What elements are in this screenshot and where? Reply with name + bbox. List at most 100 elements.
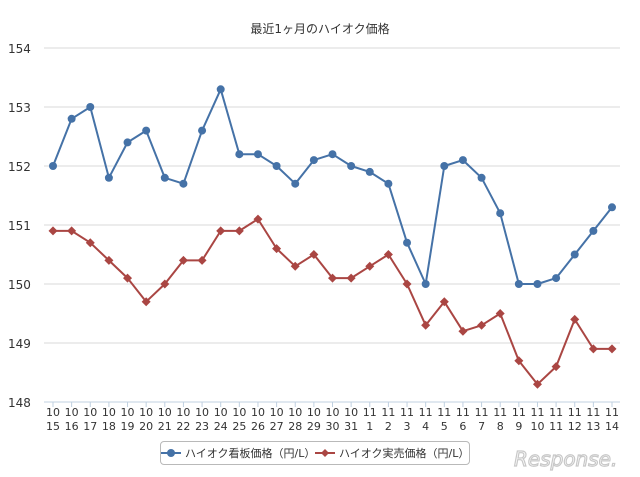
data-point-0 [179,179,188,188]
y-tick-label: 148 [8,396,31,410]
x-tick-label-day: 4 [422,420,429,433]
data-point-1 [85,238,95,248]
legend-item-list-price[interactable]: ハイオク看板価格（円/L） [161,445,315,461]
x-tick-label-day: 26 [251,420,265,433]
legend-label-actual-price: ハイオク実売価格（円/L） [338,447,470,460]
data-point-1 [48,226,58,236]
x-tick-label-day: 13 [586,420,600,433]
x-tick-label-day: 9 [515,420,522,433]
data-point-1 [551,362,561,372]
data-point-0 [198,126,207,135]
data-point-0 [440,162,449,170]
x-tick-label-month: 11 [475,406,489,419]
data-point-1 [309,250,319,259]
data-point-0 [552,274,561,283]
x-tick-label-month: 11 [530,406,544,419]
x-tick-label-month: 10 [195,406,209,419]
data-point-0 [328,150,337,159]
data-point-1 [439,297,449,307]
data-point-0 [477,173,486,182]
response-logo-text: Response. [514,447,617,471]
y-tick-label: 152 [8,160,31,174]
data-point-0 [403,238,412,247]
x-tick-label-month: 10 [307,406,321,419]
x-tick-label-day: 3 [404,420,411,433]
x-tick-label-day: 29 [307,420,321,433]
data-point-0 [123,138,132,147]
x-tick-label-month: 11 [363,406,377,419]
data-point-1 [160,279,170,289]
x-tick-label-month: 11 [381,406,395,419]
data-point-1 [365,261,375,271]
data-point-1 [607,344,617,354]
x-tick-label-day: 5 [441,420,448,433]
x-tick-label-month: 10 [270,406,284,419]
data-point-1 [178,255,188,265]
data-point-0 [384,179,393,188]
data-point-0 [272,162,281,170]
data-point-1 [290,261,300,271]
x-tick-label-day: 25 [232,420,246,433]
x-tick-label-month: 10 [65,406,79,419]
chart-title: 最近1ヶ月のハイオク価格 [250,22,390,36]
x-tick-label-month: 10 [326,406,340,419]
data-point-0 [458,156,467,165]
data-point-1 [141,297,151,307]
data-point-1 [421,320,431,330]
y-tick-label: 154 [8,42,31,56]
data-point-0 [235,150,244,159]
x-tick-label-day: 21 [158,420,172,433]
x-tick-label-month: 11 [456,406,470,419]
x-tick-label-month: 10 [176,406,190,419]
x-tick-label-month: 10 [158,406,172,419]
data-point-1 [234,226,244,236]
data-point-0 [86,103,95,111]
x-tick-label-month: 11 [419,406,433,419]
data-point-1 [346,273,356,283]
data-point-1 [67,226,77,236]
x-tick-label-month: 10 [344,406,358,419]
data-point-1 [570,314,580,324]
x-tick-label-month: 11 [493,406,507,419]
legend: ハイオク看板価格（円/L） ハイオク実売価格（円/L） [160,441,470,465]
data-point-1 [253,214,263,224]
data-point-0 [570,250,579,259]
data-point-0 [514,280,523,288]
x-tick-label-day: 24 [214,420,228,433]
x-tick-label-month: 11 [586,406,600,419]
data-point-0 [589,226,598,235]
x-tick-label-day: 23 [195,420,209,433]
x-tick-label-day: 31 [344,420,358,433]
data-point-1 [588,344,598,354]
data-point-1 [532,379,542,389]
legend-item-actual-price[interactable]: ハイオク実売価格（円/L） [315,445,469,461]
legend-label-list-price: ハイオク看板価格（円/L） [184,447,316,460]
data-point-0 [160,173,169,182]
y-tick-label: 150 [8,278,31,292]
x-tick-label-month: 10 [102,406,116,419]
data-point-1 [477,320,487,330]
x-tick-label-day: 27 [270,420,284,433]
x-tick-label-day: 16 [65,420,79,433]
data-point-1 [402,279,412,289]
x-tick-label-day: 8 [497,420,504,433]
data-point-1 [383,250,393,259]
x-tick-label-day: 7 [478,420,485,433]
data-point-0 [67,114,76,123]
x-tick-label-day: 30 [326,420,340,433]
data-point-1 [495,309,505,318]
x-tick-label-day: 28 [288,420,302,433]
x-tick-label-month: 11 [605,406,619,419]
x-tick-label-day: 14 [605,420,619,433]
data-point-0 [291,179,300,188]
x-tick-label-day: 20 [139,420,153,433]
x-tick-label-day: 22 [176,420,190,433]
x-tick-label-day: 19 [121,420,135,433]
x-tick-label-month: 10 [288,406,302,419]
data-point-0 [309,156,318,165]
x-tick-label-day: 15 [46,420,60,433]
x-tick-label-month: 11 [549,406,563,419]
legend-circle-marker-icon [161,448,181,458]
x-tick-label-month: 10 [46,406,60,419]
